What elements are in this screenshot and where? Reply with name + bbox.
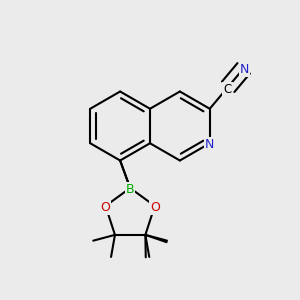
Text: O: O [150, 201, 160, 214]
Text: N: N [205, 138, 214, 151]
Text: C: C [224, 82, 232, 96]
Text: B: B [126, 183, 134, 196]
Text: O: O [100, 201, 110, 214]
Text: N: N [240, 62, 249, 76]
